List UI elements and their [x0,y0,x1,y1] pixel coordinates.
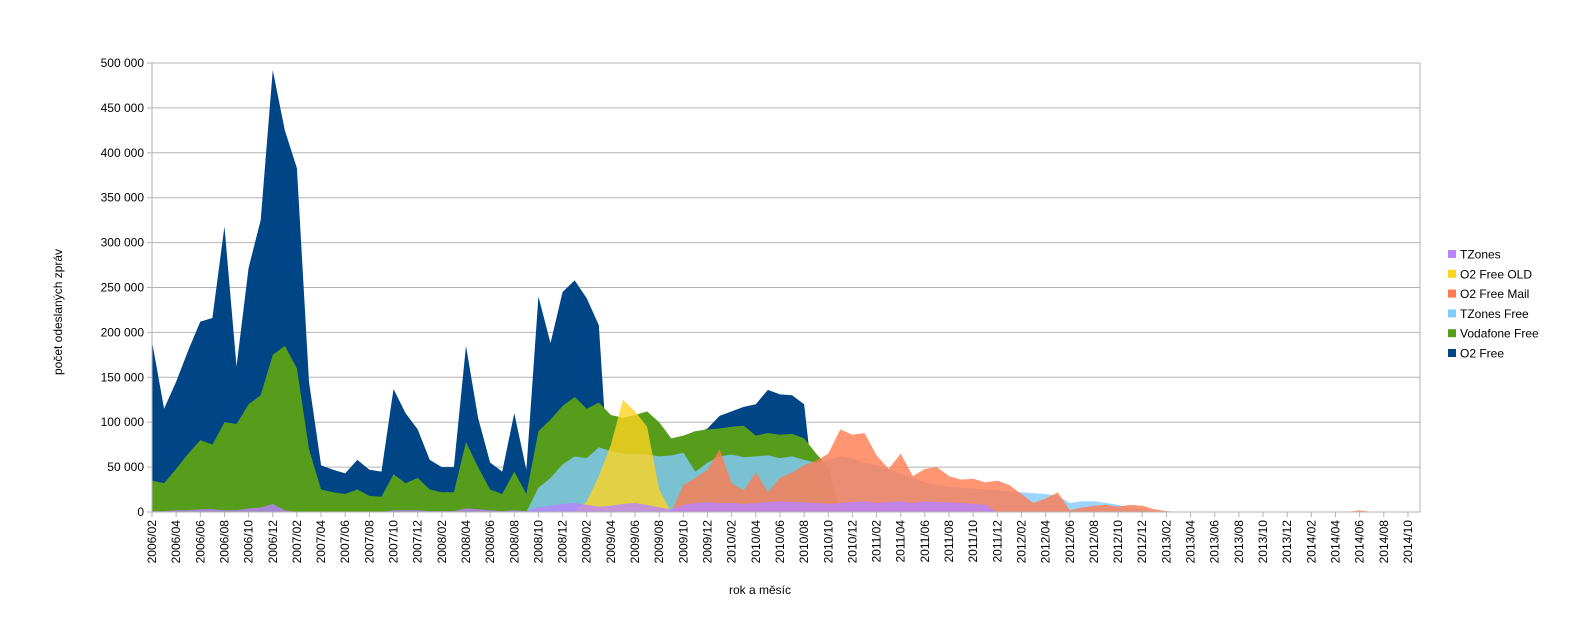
x-tick-label: 2007/06 [338,520,352,564]
x-tick-label: 2006/06 [193,520,207,564]
y-tick-label: 400 000 [101,146,145,160]
x-tick-label: 2013/04 [1184,520,1198,564]
x-tick-label: 2012/02 [1014,520,1028,564]
y-tick-label: 200 000 [101,325,145,339]
legend-swatch [1448,329,1456,338]
x-tick-label: 2009/02 [580,520,594,564]
x-tick-label: 2014/10 [1401,520,1415,564]
legend-label: TZones [1460,248,1501,262]
x-tick-label: 2014/02 [1304,520,1318,564]
x-tick-label: 2013/12 [1280,520,1294,564]
x-tick-label: 2010/06 [773,520,787,564]
x-tick-label: 2006/04 [169,520,183,564]
x-tick-label: 2012/10 [1111,520,1125,564]
x-axis-title: rok a měsíc [729,583,791,597]
legend-label: TZones Free [1460,307,1529,321]
x-tick-label: 2013/10 [1256,520,1270,564]
x-tick-label: 2014/06 [1353,520,1367,564]
x-tick-label: 2011/12 [990,520,1004,563]
x-tick-label: 2009/08 [652,520,666,564]
x-tick-label: 2012/08 [1087,520,1101,564]
x-tick-label: 2008/10 [531,520,545,564]
x-tick-labels: 2006/02 2006/04 2006/06 2006/08 2006/10 2006/… [145,520,1415,564]
series-area-o2-free-mail [152,429,1457,512]
y-tick-label: 250 000 [101,281,145,295]
x-tick-label: 2012/06 [1063,520,1077,564]
legend-swatch [1448,349,1456,357]
x-tick-label: 2006/10 [242,520,256,564]
x-tick-label: 2010/10 [821,520,835,564]
x-tick-label: 2014/08 [1377,520,1391,564]
x-tick-label: 2008/08 [507,520,521,564]
axes [151,63,1420,517]
x-tick-label: 2011/08 [942,520,956,563]
y-tick-label: 300 000 [101,236,145,250]
y-tick-label: 50 000 [107,460,144,474]
x-tick-label: 2009/10 [676,520,690,564]
x-tick-label: 2007/02 [290,520,304,564]
x-tick-label: 2006/08 [217,520,231,564]
x-tick-label: 2007/10 [387,520,401,564]
x-tick-label: 2010/08 [797,520,811,564]
series-area-vodafone-free [152,345,1420,512]
x-tick-label: 2007/12 [411,520,425,564]
x-tick-label: 2006/12 [266,520,280,564]
x-tick-label: 2010/02 [725,520,739,564]
series-area-tzones [152,501,1469,512]
y-tick-labels: 0 50 000 100 000 150 000 200 000 250 000 300 0… [101,56,145,519]
x-tick-label: 2009/04 [604,520,618,564]
legend-label: O2 Free [1460,347,1504,361]
x-tick-label: 2010/04 [749,520,763,564]
legend-label: O2 Free Mail [1460,287,1529,301]
x-tick-label: 2008/02 [435,520,449,564]
x-tick-label: 2007/04 [314,520,328,564]
y-tick-label: 350 000 [101,191,145,205]
x-tick-label: 2013/08 [1232,520,1246,564]
x-tick-label: 2011/02 [870,520,884,563]
y-axis-title: počet odeslaných zpráv [51,249,65,375]
x-tick-label: 2008/04 [459,520,473,564]
x-tick-label: 2011/10 [966,520,980,563]
series-areas [152,70,1469,513]
x-tick-label: 2014/04 [1328,520,1342,564]
y-tick-label: 500 000 [101,56,145,70]
x-tick-label: 2013/02 [1159,520,1173,564]
x-tick-label: 2007/08 [362,520,376,564]
y-tick-label: 100 000 [101,415,145,429]
legend: TZones O2 Free OLD O2 Free Mail TZones Free… [1448,248,1539,361]
x-tick-label: 2009/06 [628,520,642,564]
x-tick-label: 2009/12 [701,520,715,564]
x-tick-label: 2011/06 [918,520,932,563]
x-tick-label: 2008/12 [556,520,570,564]
legend-label: O2 Free OLD [1460,267,1532,281]
x-tick-label: 2010/12 [845,520,859,564]
legend-swatch [1448,250,1456,258]
legend-label: Vodafone Free [1460,327,1539,341]
series-area-o2-free [152,70,1420,513]
y-tick-label: 450 000 [101,101,145,115]
x-tick-label: 2008/06 [483,520,497,564]
legend-swatch [1448,309,1456,318]
y-tick-label: 0 [137,505,144,519]
legend-swatch [1448,289,1456,298]
legend-swatch [1448,269,1456,278]
x-tick-label: 2012/04 [1039,520,1053,564]
x-tick-label: 2012/12 [1135,520,1149,564]
x-tick-label: 2006/02 [145,520,159,564]
x-tick-label: 2013/06 [1208,520,1222,564]
x-tick-label: 2011/04 [894,520,908,563]
y-tick-label: 150 000 [101,370,145,384]
